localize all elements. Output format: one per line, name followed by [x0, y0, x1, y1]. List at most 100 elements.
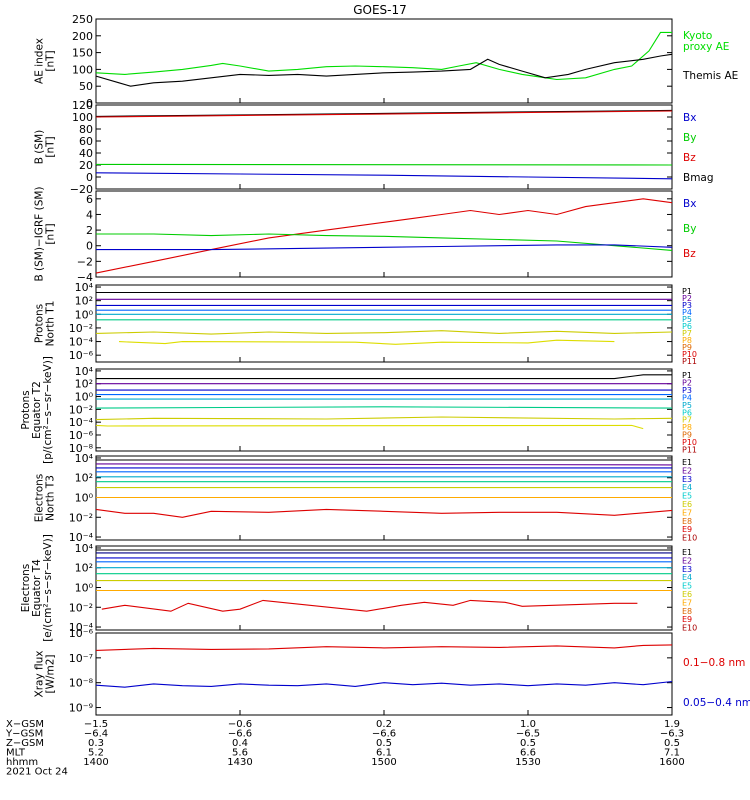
y-tick-label: 10⁻² [69, 511, 93, 524]
legend-entry: E10 [682, 624, 697, 633]
y-tick-label: 10² [75, 472, 93, 485]
series-line-p7 [95, 416, 673, 421]
legend-entry: E4 [682, 483, 692, 492]
legend-entry: P1 [682, 287, 692, 296]
y-tick-label: 4 [86, 208, 93, 221]
legend-entry: Bx [683, 112, 696, 124]
x-axis-value: 1.0 [520, 719, 536, 730]
y-tick-label: 10⁰ [75, 582, 94, 595]
legend-entry: E4 [682, 573, 692, 582]
series-line-0-1-0-8-nm [95, 644, 673, 651]
panel-frame [95, 545, 673, 631]
series-line-by [95, 163, 673, 166]
y-tick-label: 10⁻⁶ [69, 349, 94, 362]
x-axis-value: 1430 [227, 757, 252, 768]
panel-frame [95, 284, 673, 363]
x-axis-value: −6.4 [84, 729, 108, 740]
y-axis-label: Electrons [20, 564, 32, 613]
legend-entry: Kyoto [683, 30, 712, 42]
y-axis-label: Equator T2 [31, 381, 43, 439]
legend-entry: E2 [682, 466, 692, 475]
legend-entry: P4 [682, 308, 692, 317]
y-axis-label: Xray flux [34, 651, 46, 698]
y-axis-label: B (SM) [34, 130, 46, 164]
panel-frame [95, 104, 673, 190]
x-axis-value: 0.3 [88, 738, 104, 749]
series-line-e9 [101, 599, 638, 612]
y-axis-label: B (SM)−IGRF (SM) [34, 186, 46, 281]
legend-entry: E6 [682, 590, 692, 599]
x-axis-row-label: 2021 Oct 24 [6, 767, 68, 778]
panel-3: 6 4 2 0 −2 −4 B (SM)−IGRF (SM) [nT] Bx By Bz [34, 186, 697, 284]
panel-frame [95, 368, 673, 452]
legend-entry: E8 [682, 607, 692, 616]
x-axis-value: −1.5 [84, 719, 108, 730]
legend-entry: P5 [682, 315, 692, 324]
series-line-p1 [96, 374, 672, 380]
panel-frame [95, 632, 673, 716]
x-axis-value: −6.6 [372, 729, 396, 740]
series-line-bz [95, 110, 673, 118]
y-tick-label: 10⁰ [75, 391, 94, 404]
x-axis-value: 0.4 [232, 738, 248, 749]
x-axis-value: 6.1 [376, 748, 392, 759]
legend-entry: Bmag [683, 172, 714, 184]
legend-entry: Bx [683, 198, 696, 210]
series-line-bmag [95, 109, 673, 117]
x-axis-row-label: hhmm [6, 757, 38, 768]
x-axis-value: −6.5 [516, 729, 540, 740]
x-axis-value: 0.5 [376, 738, 392, 749]
panel-6: 10⁴ 10² 10⁰ 10⁻² 10⁻⁴ Electrons North T3 E1E2E3… [34, 452, 698, 544]
y-tick-label: 10⁻⁷ [69, 652, 93, 665]
y-tick-label: 10⁰ [75, 308, 94, 321]
y-tick-label: 20 [79, 159, 93, 172]
legend-entry: P3 [682, 301, 692, 310]
y-tick-label: 0 [86, 97, 93, 110]
y-axis-label: [nT] [45, 50, 57, 71]
y-tick-label: 10⁻⁸ [69, 677, 94, 690]
y-tick-label: 10⁴ [75, 281, 94, 294]
series-line-e9 [95, 508, 673, 518]
y-tick-label: 80 [79, 123, 93, 136]
y-axis-label: AE index [34, 38, 46, 84]
x-axis-value: 5.6 [232, 748, 248, 759]
y-axis-label: [nT] [45, 223, 57, 244]
panel-7: 10⁴ 10² 10⁰ 10⁻² 10⁻⁴ Electrons Equator T4 [e/(… [20, 534, 697, 642]
panel-frame [95, 18, 673, 104]
y-axis-label: North T3 [45, 475, 57, 521]
legend-entry: Themis AE [682, 70, 738, 82]
x-axis-value: 5.2 [88, 748, 104, 759]
x-axis-value: 1.9 [664, 719, 680, 730]
legend-entry: By [683, 132, 696, 144]
legend-entry: E6 [682, 500, 692, 509]
x-axis-row-label: X−GSM [6, 719, 44, 730]
legend-entry: P11 [682, 446, 697, 455]
legend-entry: E7 [682, 598, 692, 607]
y-axis-label: Protons [20, 390, 32, 429]
legend-entry: E1 [682, 458, 692, 467]
legend-entry: P3 [682, 386, 692, 395]
x-axis-value: −6.6 [228, 729, 252, 740]
x-axis-value: 0.5 [664, 738, 680, 749]
legend-entry: 0.1−0.8 nm [683, 657, 745, 669]
legend-entry: 0.05−0.4 nm [683, 697, 750, 709]
legend-entry: E8 [682, 517, 692, 526]
y-axis-label: Equator T4 [31, 559, 43, 617]
legend-entry: E5 [682, 492, 692, 501]
y-tick-label: 10⁻² [69, 601, 93, 614]
y-tick-label: 10⁰ [75, 492, 94, 505]
x-axis-row-label: MLT [6, 748, 26, 759]
legend-entry: P11 [682, 357, 697, 366]
y-tick-label: −2 [77, 255, 93, 268]
y-tick-label: 10² [75, 295, 93, 308]
y-tick-label: 10⁻² [69, 322, 93, 335]
legend-entry: P7 [682, 329, 692, 338]
y-tick-label: 100 [72, 63, 93, 76]
legend-entry: P2 [682, 294, 692, 303]
y-tick-label: 120 [72, 99, 93, 112]
legend-entry: P9 [682, 343, 692, 352]
y-tick-label: 10⁴ [75, 452, 94, 465]
legend-entry: P10 [682, 438, 697, 447]
x-axis-value: 6.6 [520, 748, 536, 759]
